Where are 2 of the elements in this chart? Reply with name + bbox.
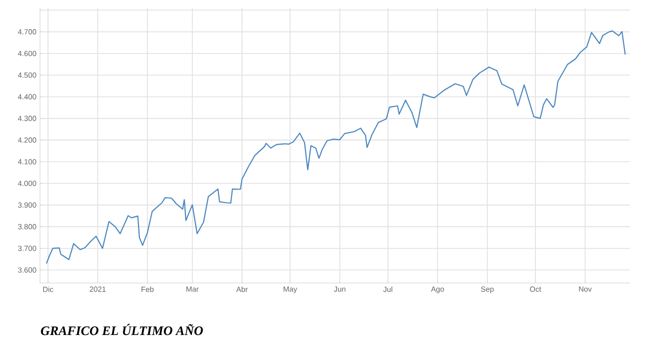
line-series: [46, 30, 626, 264]
text: GRAFICO EL ÚLTIMO AÑO: [40, 324, 203, 336]
